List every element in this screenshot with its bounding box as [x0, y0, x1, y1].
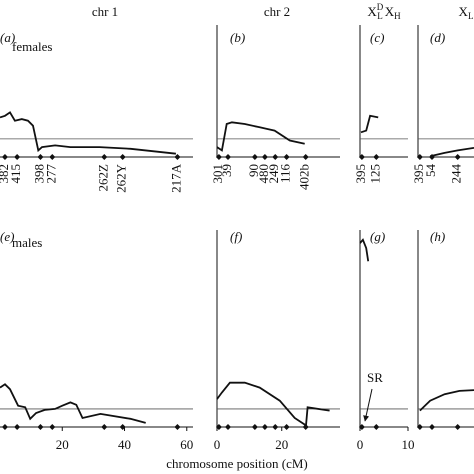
marker-dot	[14, 154, 21, 160]
title-part: L	[468, 11, 474, 21]
panel-label: (d)	[430, 30, 445, 45]
panel-label: (a)	[0, 30, 15, 45]
marker-dot	[1, 154, 8, 160]
marker-label: 395	[353, 164, 368, 184]
column-title: chr 1	[92, 4, 118, 19]
marker-dot	[225, 154, 232, 160]
lod-curve	[419, 389, 474, 412]
marker-dot	[283, 424, 290, 430]
marker-dot	[14, 424, 21, 430]
marker-dot	[37, 154, 44, 160]
marker-label: 244	[449, 164, 464, 184]
lod-curve	[0, 383, 146, 424]
panel-label: (g)	[370, 229, 385, 244]
lod-curve	[216, 381, 330, 427]
marker-dot	[261, 154, 268, 160]
title-part: chr 1	[92, 4, 118, 19]
marker-dot	[429, 424, 435, 430]
x-tick-label: 0	[357, 437, 364, 452]
marker-dot	[454, 154, 461, 160]
x-tick-label: 40	[118, 437, 131, 452]
marker-label: 415	[8, 164, 23, 184]
lod-curve	[360, 114, 379, 134]
title-part: X	[385, 4, 395, 19]
marker-label: 382	[0, 164, 11, 184]
x-tick-label: 0	[214, 437, 221, 452]
x-axis-label: chromosome position (cM)	[166, 456, 308, 471]
title-part: D	[377, 2, 384, 12]
marker-dot	[49, 154, 56, 160]
marker-label: 39	[219, 164, 234, 177]
annotation: SR	[367, 370, 383, 385]
x-tick-label: 60	[180, 437, 193, 452]
marker-label: 262Y	[114, 163, 129, 193]
marker-dot	[174, 424, 181, 430]
marker-label: 90	[246, 164, 261, 177]
marker-dot	[302, 424, 309, 430]
panel-label: (h)	[430, 229, 445, 244]
lod-curve	[359, 238, 370, 262]
title-part: X	[459, 4, 469, 19]
x-tick-label: 10	[402, 437, 415, 452]
marker-label: 249	[266, 164, 281, 184]
marker-dot	[429, 154, 435, 160]
column-title: XD L XH	[367, 2, 401, 21]
x-tick-label: 20	[56, 437, 69, 452]
marker-dot	[101, 154, 108, 160]
annotation-arrow	[363, 388, 373, 422]
marker-label: 262Z	[95, 164, 110, 192]
column-title: chr 2	[264, 4, 290, 19]
marker-dot	[225, 424, 232, 430]
panel-label: (b)	[230, 30, 245, 45]
marker-dot	[272, 154, 279, 160]
row-label: males	[12, 235, 42, 250]
column-title: XL	[459, 4, 474, 21]
marker-dot	[101, 424, 108, 430]
marker-dot	[215, 154, 222, 160]
marker-dot	[454, 424, 461, 430]
marker-dot	[251, 424, 258, 430]
marker-label: 395	[411, 164, 426, 184]
marker-dot	[174, 154, 181, 160]
row-label: females	[12, 39, 52, 54]
marker-dot	[373, 154, 380, 160]
title-part: X	[367, 4, 377, 19]
title-part: H	[394, 11, 401, 21]
marker-dot	[416, 424, 423, 430]
marker-dot	[416, 154, 423, 160]
marker-dot	[261, 424, 268, 430]
marker-label: 301	[210, 164, 225, 184]
marker-dot	[373, 424, 380, 430]
lod-curve	[429, 147, 474, 158]
marker-dot	[302, 154, 309, 160]
panel-label: (c)	[370, 30, 384, 45]
title-part: L	[377, 11, 383, 21]
lod-curve	[216, 121, 305, 152]
marker-dot	[1, 424, 8, 430]
marker-label: 398	[31, 164, 46, 184]
marker-dot	[251, 154, 258, 160]
marker-label: 277	[43, 164, 58, 184]
marker-dot	[37, 424, 44, 430]
title-part: chr 2	[264, 4, 290, 19]
x-tick-label: 20	[275, 437, 288, 452]
panel-label: (e)	[0, 229, 14, 244]
marker-dot	[283, 154, 290, 160]
lod-curve	[0, 111, 176, 155]
marker-label: 480	[256, 164, 271, 184]
marker-label: 402b	[297, 164, 312, 190]
marker-dot	[358, 154, 365, 160]
marker-dot	[119, 154, 126, 160]
marker-label: 116	[278, 164, 293, 184]
marker-label: 217A	[168, 163, 183, 193]
marker-dot	[49, 424, 56, 430]
panel-label: (f)	[230, 229, 242, 244]
marker-label: 54	[423, 164, 438, 178]
marker-dot	[272, 424, 279, 430]
marker-label: 125	[367, 164, 382, 184]
